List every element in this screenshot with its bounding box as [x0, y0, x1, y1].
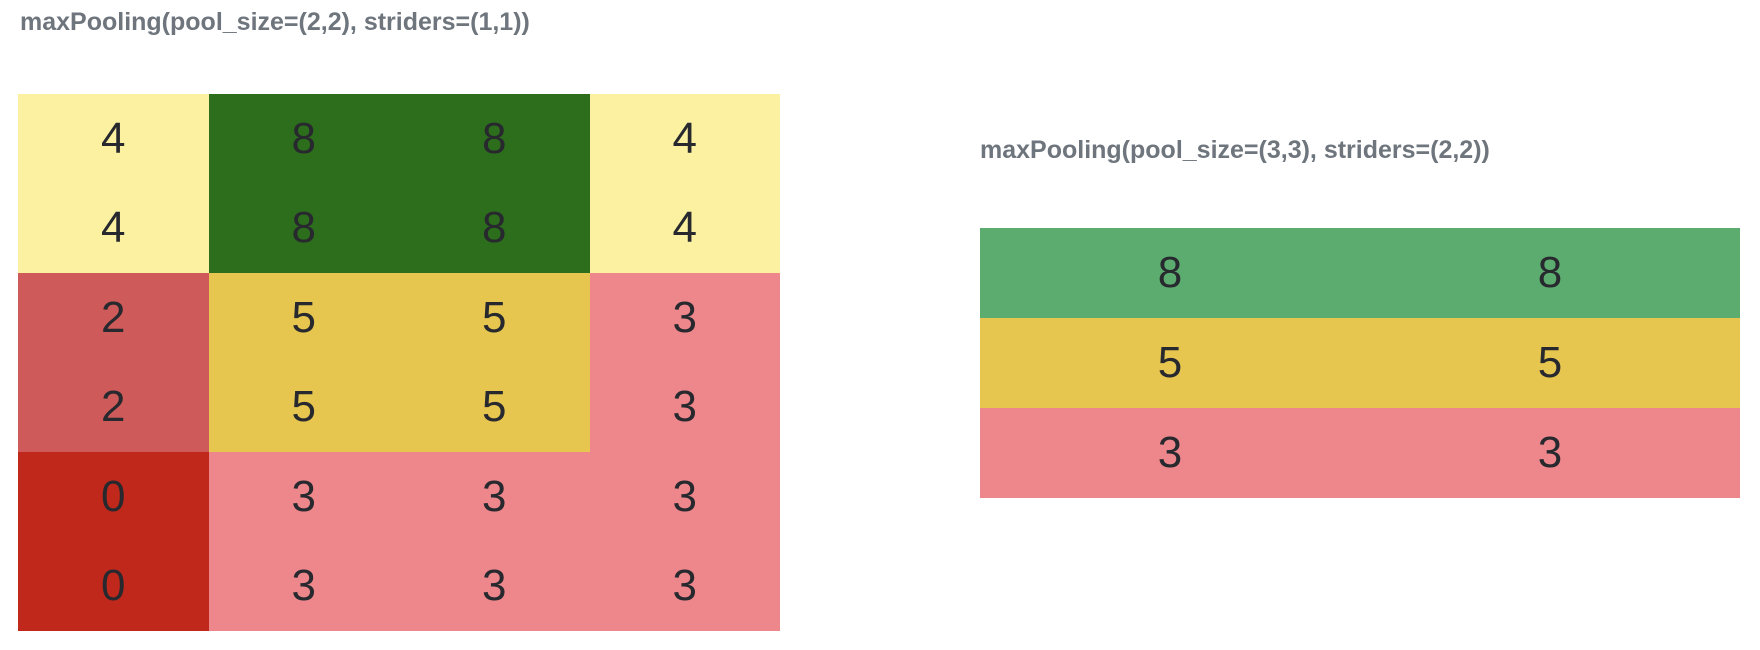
grid-cell: 3	[208, 541, 399, 631]
panel-title-right: maxPooling(pool_size=(3,3), striders=(2,…	[980, 136, 1490, 164]
grid-cell: 3	[208, 452, 399, 542]
grid-cell: 8	[208, 183, 399, 273]
grid-cell: 5	[399, 273, 590, 363]
grid-cell: 8	[1360, 228, 1740, 318]
grid-cell: 3	[589, 273, 780, 363]
grid-cell: 4	[589, 94, 780, 184]
grid-cell: 5	[208, 273, 399, 363]
grid-cell: 3	[589, 362, 780, 452]
grid-cell: 8	[399, 183, 590, 273]
grid-cell: 3	[399, 452, 590, 542]
grid-cell: 8	[980, 228, 1360, 318]
grid-cell: 5	[399, 362, 590, 452]
panel-title-left: maxPooling(pool_size=(2,2), striders=(1,…	[20, 8, 530, 36]
grid-cell: 3	[589, 452, 780, 542]
grid-cell: 3	[980, 408, 1360, 498]
grid-cell: 5	[980, 318, 1360, 408]
grid-cell: 4	[589, 183, 780, 273]
grid-cell: 8	[399, 94, 590, 184]
grid-cell: 4	[18, 94, 209, 184]
grid-cell: 4	[18, 183, 209, 273]
grid-cell: 3	[1360, 408, 1740, 498]
grid-cell: 2	[18, 273, 209, 363]
grid-cell: 8	[208, 94, 399, 184]
grid-cell: 5	[1360, 318, 1740, 408]
grid-cell: 3	[399, 541, 590, 631]
grid-cell: 0	[18, 541, 209, 631]
grid-cell: 0	[18, 452, 209, 542]
grid-cell: 2	[18, 362, 209, 452]
grid-cell: 3	[589, 541, 780, 631]
grid-cell: 5	[208, 362, 399, 452]
